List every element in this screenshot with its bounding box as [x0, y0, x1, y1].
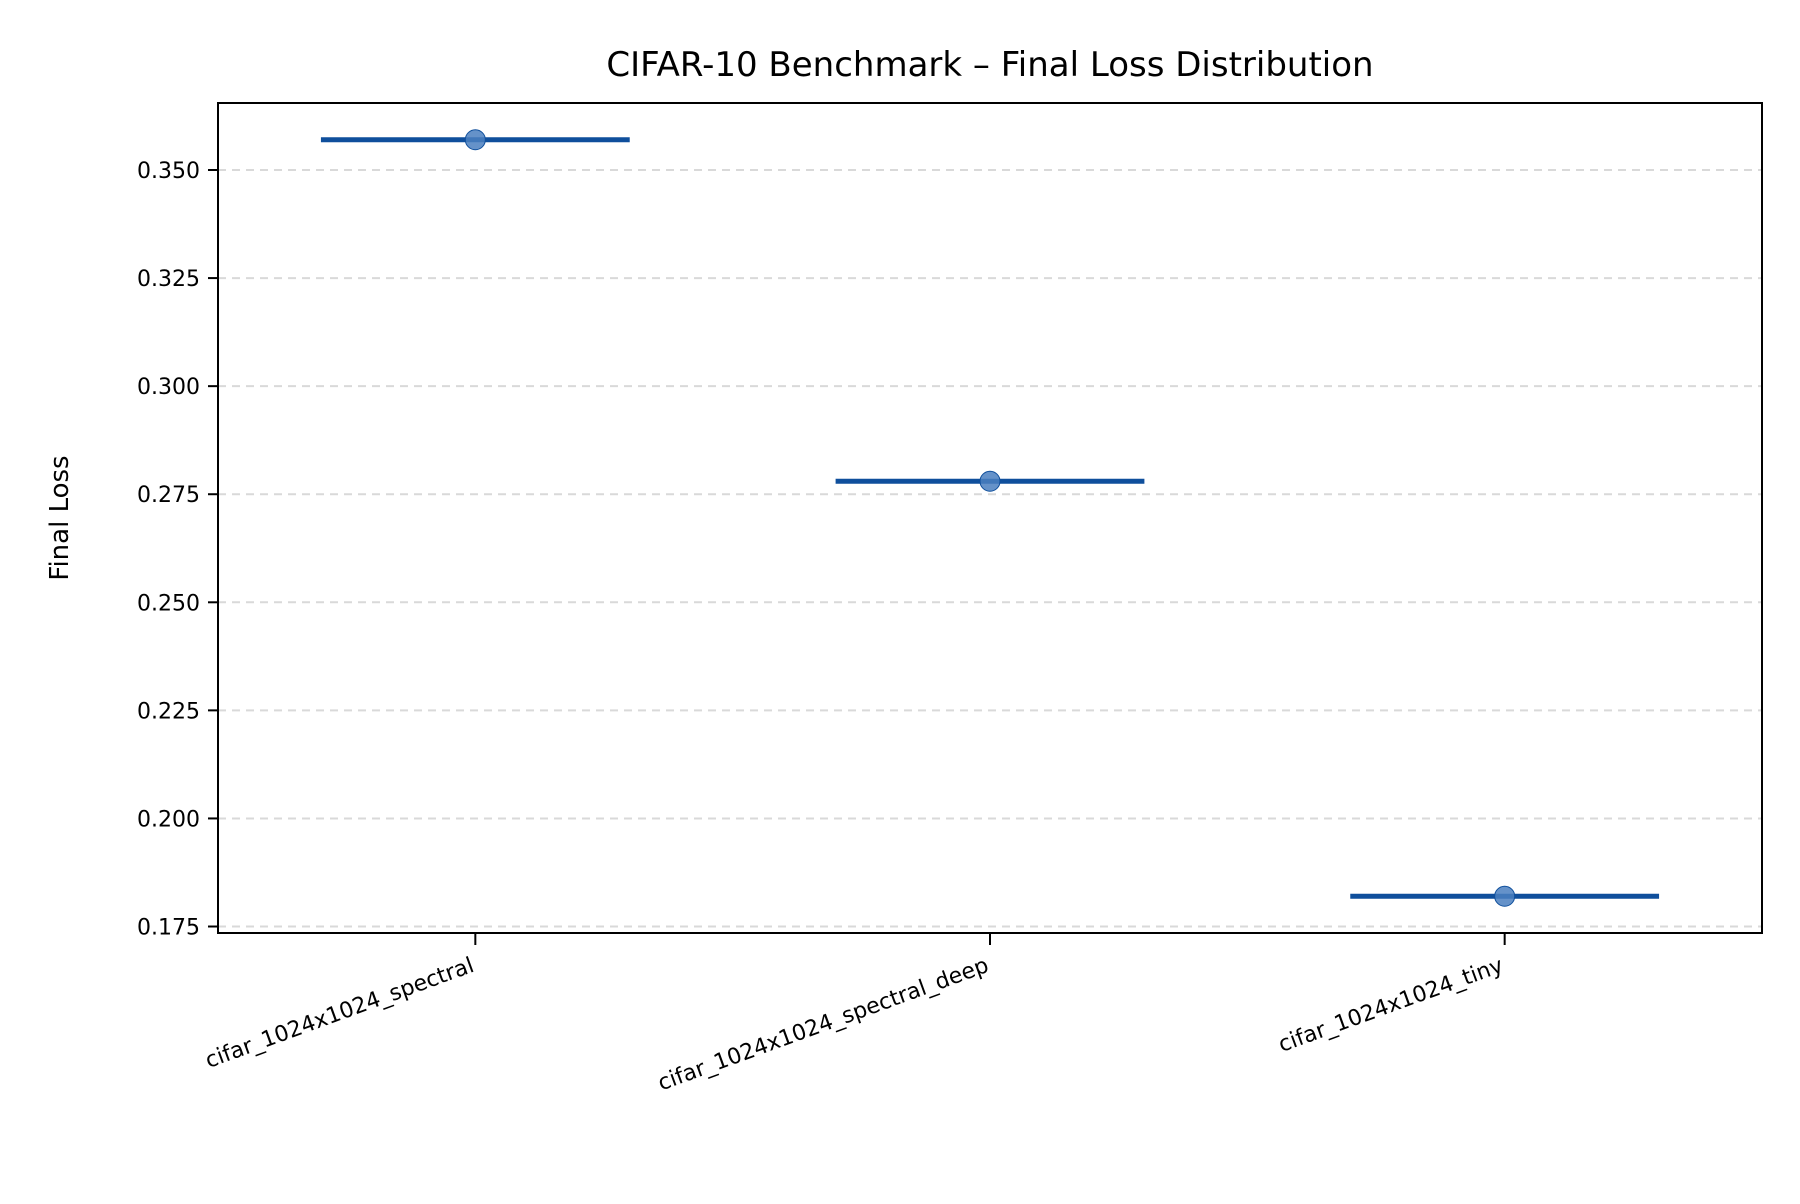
grid-layer: [218, 169, 1762, 928]
y-tick-label: 0.175: [137, 916, 200, 941]
data-point: [464, 129, 486, 151]
data-point: [979, 470, 1001, 492]
y-tick-label: 0.200: [137, 807, 200, 832]
y-tick-label: 0.300: [137, 375, 200, 400]
data-point: [1494, 885, 1516, 907]
marks-layer: [320, 129, 1660, 907]
y-tick-label: 0.275: [137, 483, 200, 508]
y-tick-label: 0.350: [137, 159, 200, 184]
chart-title: CIFAR-10 Benchmark – Final Loss Distribu…: [606, 45, 1373, 85]
y-tick-label: 0.325: [137, 267, 200, 292]
y-tick-label: 0.250: [137, 591, 200, 616]
y-tick-label: 0.225: [137, 699, 200, 724]
y-axis-title: Final Loss: [45, 455, 75, 580]
